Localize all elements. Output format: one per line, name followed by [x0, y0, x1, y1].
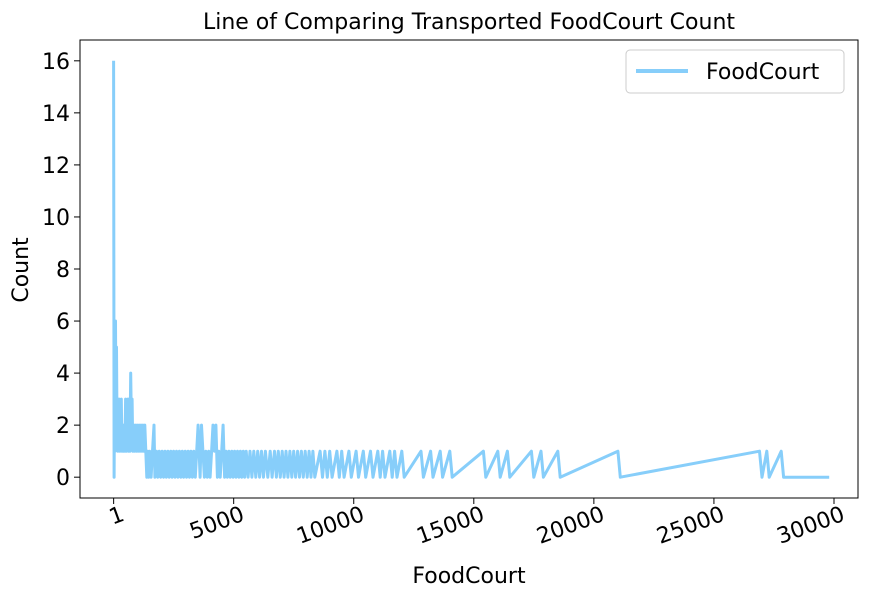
- x-tick-label: 25000: [654, 502, 728, 549]
- y-tick-label: 2: [56, 414, 70, 439]
- x-tick-label: 10000: [293, 502, 367, 549]
- y-axis-label: Count: [9, 237, 34, 303]
- x-tick-label: 30000: [774, 502, 848, 549]
- y-axis: 0 2 4 6 8 10 12 14 16: [42, 50, 80, 491]
- y-tick-label: 4: [56, 362, 70, 387]
- y-tick-label: 10: [42, 206, 70, 231]
- legend: FoodCourt: [625, 49, 845, 94]
- x-axis-label: FoodCourt: [412, 564, 526, 589]
- chart-title: Line of Comparing Transported FoodCourt …: [203, 10, 735, 35]
- x-tick-label: 15000: [414, 502, 488, 549]
- y-tick-label: 16: [42, 50, 70, 75]
- x-tick-label: 1: [106, 502, 128, 530]
- y-tick-label: 8: [56, 258, 70, 283]
- legend-label-foodcourt: FoodCourt: [706, 60, 820, 85]
- y-tick-label: 6: [56, 310, 70, 335]
- y-tick-label: 0: [56, 466, 70, 491]
- y-tick-label: 14: [42, 102, 70, 127]
- legend-box: [625, 49, 845, 94]
- x-tick-label: 5000: [187, 502, 248, 545]
- plot-area: [79, 39, 859, 499]
- y-tick-label: 12: [42, 154, 70, 179]
- x-axis: 1 5000 10000 15000 20000 25000 30000: [106, 498, 848, 550]
- series-line-foodcourt: [112, 60, 830, 479]
- x-tick-label: 20000: [534, 502, 608, 549]
